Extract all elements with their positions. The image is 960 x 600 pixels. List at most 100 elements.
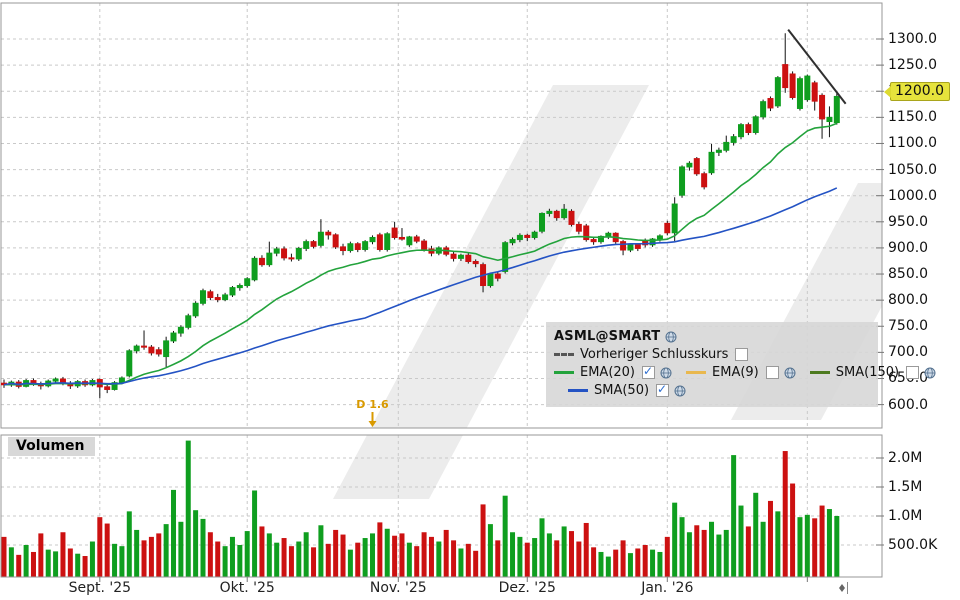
candle-body [222,294,229,301]
volume-bar [222,546,228,577]
volume-bar [576,541,582,577]
volume-bar [333,529,339,577]
volume-bar [274,542,280,577]
volume-bar [686,532,692,577]
prev-close-swatch [554,353,574,356]
candle-body [708,151,715,174]
candle-body [177,326,184,334]
candle-body [774,77,781,107]
volume-panel-title: Volumen [8,437,95,456]
volume-bar [82,556,88,577]
volume-bar [679,517,685,577]
candle-body [406,236,413,246]
globe-icon[interactable] [674,385,686,397]
volume-bar [392,535,398,577]
candle-body [155,349,162,355]
ema20-checkbox[interactable] [642,364,656,379]
candle-body [111,382,118,390]
volume-bar [8,547,14,577]
candle-body [362,241,369,250]
candle-body [767,98,774,109]
globe-icon[interactable] [665,331,677,343]
volume-bar [266,533,272,577]
legend-item-ema20: EMA(20) [580,365,636,380]
price-tick-label: 600.0 [888,396,929,413]
dividend-marker-arrowhead [368,421,377,427]
sma50-checkbox[interactable] [656,382,670,397]
candle-body [804,75,811,101]
candle-body [457,254,464,259]
volume-bar [532,538,538,577]
volume-bar [480,504,486,577]
price-tick-label: 750.0 [888,318,929,335]
candle-body [819,94,826,120]
volume-bar [546,533,552,577]
sma150-checkbox[interactable] [906,366,920,379]
volume-bar [554,540,560,577]
candle-body [354,243,361,250]
volume-bar [694,525,700,577]
globe-icon[interactable] [924,367,936,379]
candle-body [760,101,767,118]
volume-bar [311,547,317,577]
volume-bar [650,549,656,577]
price-tick-label: 850.0 [888,266,929,283]
volume-bar [723,529,729,577]
month-label: Jan. '26 [641,580,694,596]
volume-bar [141,540,147,577]
candle-body [715,149,722,153]
volume-bar [627,553,633,577]
candle-body [509,239,516,244]
candle-body [148,346,155,354]
volume-bar [657,551,663,577]
candle-body [310,241,317,247]
volume-bar [303,532,309,577]
candle-body [52,378,59,382]
volume-bar [134,529,140,577]
candle-body [126,350,133,377]
candle-body [376,234,383,250]
volume-bar [38,533,44,577]
price-tick-label: 1100.0 [888,135,937,152]
candle-body [258,257,265,266]
volume-bar [156,533,162,577]
volume-bar [436,541,442,577]
globe-icon[interactable] [784,367,796,379]
prev-close-checkbox[interactable] [735,348,749,361]
volume-bar [200,518,206,577]
candle-body [288,257,295,260]
candle-body [782,64,789,89]
dividend-marker-label: D 1.6 [356,398,389,411]
candle-body [553,210,560,219]
candle-body [369,236,376,243]
candle-body [163,340,170,358]
volume-bar [524,542,530,577]
price-tick-label: 950.0 [888,213,929,230]
ema9-checkbox[interactable] [765,366,779,379]
candle-body [413,236,420,242]
volume-bar [30,551,36,577]
candle-body [185,315,192,328]
volume-bar [701,529,707,577]
volume-bar [237,545,243,577]
candle-body [701,173,708,188]
volume-bar [443,529,449,577]
volume-panel-border [0,434,883,578]
trendline-annotation[interactable] [787,28,847,105]
volume-bar [370,533,375,577]
candle-body [391,227,398,238]
candle-body [679,166,686,196]
volume-bar [539,518,545,577]
price-tick-label: 1300.0 [888,31,937,47]
volume-bar [804,514,810,577]
volume-bar [568,531,574,577]
candle-body [384,233,391,250]
globe-icon[interactable] [660,367,672,379]
volume-bar [347,549,353,577]
candle-body [281,248,288,259]
volume-tick-label: 500.0K [888,537,938,553]
candle-body [811,82,818,102]
volume-bar [384,528,390,577]
candle-body [826,116,833,123]
candle-body [340,246,347,252]
